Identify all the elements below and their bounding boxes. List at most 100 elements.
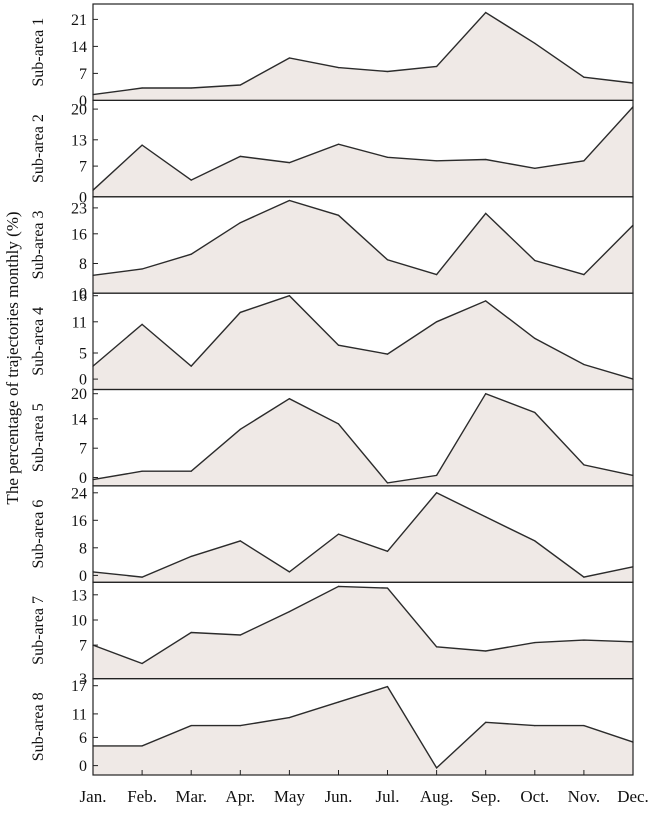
data-point-subarea-7-sep [485, 650, 487, 652]
panel-label-subarea-1: Sub-area 1 [30, 18, 47, 87]
data-point-subarea-8-sep [485, 721, 487, 723]
series-line-subarea-5 [92, 392, 634, 484]
x-tick-label-nov: Nov. [568, 787, 600, 806]
y-tick-label-subarea-1: 7 [79, 66, 87, 83]
data-point-subarea-3-jun [337, 214, 340, 216]
data-point-subarea-8-mar [190, 725, 192, 727]
y-tick-label-subarea-7: 13 [71, 587, 87, 604]
x-tick-label-sep: Sep. [471, 787, 501, 806]
panel-subarea-6: 0 8 16 24 Sub-area 6 [30, 485, 634, 585]
y-tick-label-subarea-4: 16 [71, 288, 87, 305]
y-tick-label-subarea-5: 20 [71, 386, 87, 403]
data-point-subarea-8-jul [386, 686, 389, 688]
y-tick-label-subarea-5: 0 [79, 470, 87, 487]
y-tick-label-subarea-5: 14 [71, 411, 87, 428]
y-tick-label-subarea-4: 0 [79, 372, 87, 389]
data-point-subarea-3-mar [190, 253, 192, 255]
panel-label-subarea-6: Sub-area 6 [30, 500, 47, 569]
area-fill-subarea-5 [93, 393, 633, 486]
panel-subarea-8: 0 6 11 17 Sub-area 8 [30, 677, 634, 776]
data-point-subarea-5-may [288, 398, 290, 400]
data-point-subarea-1-feb [141, 87, 143, 89]
data-point-subarea-3-aug [436, 274, 438, 276]
series-line-subarea-4 [92, 294, 634, 380]
x-tick-labels: Jan. Feb. Mar. Apr. May Jun. Jul. Aug. Sep. Oct. N… [80, 770, 649, 806]
panel-subarea-2: 0 7 13 20 Sub-area 2 [30, 99, 634, 206]
y-tick-label-subarea-2: 13 [71, 132, 87, 149]
x-tick-label-jun: Jun. [325, 787, 353, 806]
data-point-subarea-5-oct [534, 411, 536, 414]
y-tick-label-subarea-6: 0 [79, 568, 87, 585]
data-point-subarea-5-sep [485, 393, 487, 395]
data-point-subarea-8-may [288, 717, 290, 719]
area-fill-subarea-4 [93, 295, 633, 390]
y-tick-label-subarea-3: 23 [71, 200, 87, 217]
y-tick-label-subarea-4: 11 [72, 314, 87, 331]
y-tick-label-subarea-4: 5 [79, 346, 87, 363]
data-point-subarea-4-may [288, 295, 290, 297]
series-line-subarea-2 [92, 106, 634, 191]
panel-frame-subarea-8 [92, 677, 634, 776]
data-point-subarea-5-nov [583, 464, 585, 466]
data-point-subarea-6-jun [337, 533, 340, 535]
y-tick-label-subarea-5: 7 [79, 441, 87, 458]
area-fill-subarea-2 [93, 106, 633, 197]
data-point-subarea-1-mar [190, 87, 192, 89]
data-point-subarea-3-sep [485, 212, 487, 214]
panel-label-subarea-3: Sub-area 3 [30, 210, 47, 279]
y-tick-label-subarea-1: 21 [71, 12, 87, 29]
data-point-subarea-3-apr [239, 222, 241, 224]
panel-label-subarea-5: Sub-area 5 [30, 403, 47, 472]
data-point-subarea-7-aug [436, 646, 438, 648]
panel-label-subarea-7: Sub-area 7 [30, 596, 47, 665]
data-point-subarea-7-apr [239, 634, 241, 636]
data-point-subarea-1-jul [386, 70, 389, 73]
data-point-subarea-1-oct [534, 42, 536, 44]
data-point-subarea-1-aug [436, 65, 438, 68]
data-point-subarea-2-jun [337, 143, 340, 145]
data-point-subarea-1-jun [337, 67, 340, 69]
x-tick-label-apr: Apr. [225, 787, 255, 806]
y-tick-label-subarea-8: 17 [71, 678, 87, 695]
figure-y-axis-label: The percentage of trajectories monthly (… [3, 211, 22, 504]
y-tick-label-subarea-3: 16 [71, 226, 87, 243]
data-point-subarea-4-sep [485, 300, 487, 302]
data-point-subarea-6-aug [436, 492, 438, 494]
data-point-subarea-8-aug [436, 767, 438, 769]
panel-subarea-5: 0 7 14 20 Sub-area 5 [30, 386, 634, 487]
area-fill-subarea-8 [93, 686, 633, 775]
series-line-subarea-7 [92, 585, 634, 665]
data-point-subarea-7-mar [190, 631, 192, 634]
data-point-subarea-6-may [288, 571, 290, 573]
data-point-subarea-6-feb [141, 576, 143, 578]
y-tick-label-subarea-7: 10 [71, 613, 87, 630]
x-tick-label-aug: Aug. [420, 787, 454, 806]
x-tick-label-mar: Mar. [175, 787, 207, 806]
data-point-subarea-2-oct [534, 167, 536, 169]
data-point-subarea-7-oct [534, 642, 536, 644]
series-line-subarea-3 [92, 199, 634, 276]
data-point-subarea-3-may [288, 199, 290, 202]
data-point-subarea-5-jul [386, 482, 389, 484]
data-point-subarea-7-feb [141, 662, 143, 665]
data-point-subarea-7-jun [337, 585, 340, 588]
data-point-subarea-3-nov [583, 274, 585, 276]
panel-subarea-7: 3 7 10 13 Sub-area 7 [30, 581, 634, 688]
data-point-subarea-8-apr [239, 725, 241, 727]
panel-label-subarea-2: Sub-area 2 [30, 114, 47, 183]
x-tick-label-may: May [274, 787, 306, 806]
y-tick-label-subarea-6: 8 [79, 540, 87, 557]
y-tick-label-subarea-2: 7 [79, 159, 87, 176]
data-point-subarea-6-jul [386, 550, 389, 552]
data-point-subarea-2-aug [436, 160, 438, 162]
x-tick-label-feb: Feb. [127, 787, 157, 806]
x-tick-label-oct: Oct. [520, 787, 549, 806]
y-tick-label-subarea-1: 0 [79, 93, 87, 110]
data-point-subarea-6-oct [534, 540, 536, 542]
y-tick-label-subarea-2: 0 [79, 189, 87, 206]
data-point-subarea-5-mar [190, 470, 192, 472]
data-point-subarea-8-feb [141, 745, 143, 747]
y-tick-label-subarea-6: 24 [71, 485, 87, 502]
data-point-subarea-1-nov [583, 76, 585, 78]
